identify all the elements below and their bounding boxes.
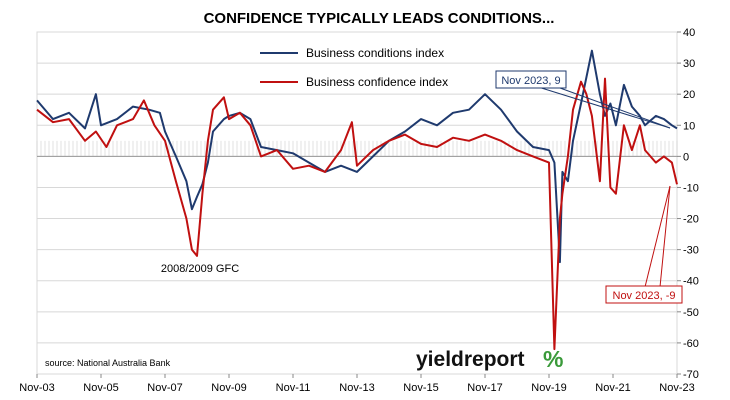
x-tick-label: Nov-15 (403, 382, 438, 394)
y-tick-label: 10 (683, 120, 695, 132)
x-tick-label: Nov-19 (531, 382, 566, 394)
callout-box-conditions (495, 70, 567, 89)
chart-title: CONFIDENCE TYPICALLY LEADS CONDITIONS... (204, 10, 555, 27)
x-tick-label: Nov-11 (276, 382, 311, 394)
legend-label-confidence: Business confidence index (306, 75, 448, 89)
x-tick-label: Nov-17 (467, 382, 502, 394)
callout-conditions: Nov 2023, 9 (495, 70, 671, 129)
y-tick-label: -30 (683, 245, 699, 257)
y-tick-label: -50 (683, 307, 699, 319)
callout-box-confidence (605, 285, 683, 304)
x-tick-label: Nov-05 (83, 382, 118, 394)
x-axis-tick-labels: Nov-03 Nov-05 Nov-07 Nov-09 Nov-11 Nov-13 Nov-… (19, 374, 695, 394)
callout-label-conditions: Nov 2023, 9 (501, 75, 560, 87)
series-line-business-confidence (36, 77, 678, 351)
zero-line-band (36, 140, 678, 157)
callout-leader-conditions (534, 85, 671, 129)
y-tick-label: 20 (683, 89, 695, 101)
legend: Business conditions index Business confi… (260, 46, 448, 89)
y-tick-label: -10 (683, 182, 699, 194)
y-tick-label: -20 (683, 214, 699, 226)
x-tick-label: Nov-23 (659, 382, 694, 394)
logo-wordmark: yieldreport (416, 348, 525, 371)
y-tick-label: 0 (683, 151, 689, 163)
y-tick-label: -40 (683, 276, 699, 288)
x-tick-label: Nov-07 (147, 382, 182, 394)
logo-percent-sign: % (543, 346, 563, 372)
y-tick-label: 30 (683, 58, 695, 70)
x-tick-label: Nov-09 (211, 382, 246, 394)
source-note: source: National Australia Bank (45, 358, 171, 368)
yieldreport-logo: yieldreport % (416, 346, 563, 372)
x-tick-label: Nov-13 (339, 382, 374, 394)
y-tick-label: -70 (683, 369, 699, 381)
x-tick-label: Nov-21 (595, 382, 630, 394)
y-axis-tick-labels: 40 30 20 10 0 -10 -20 -30 -40 -50 -60 -70 (677, 27, 699, 381)
gfc-annotation: 2008/2009 GFC (161, 263, 239, 275)
callout-label-confidence: Nov 2023, -9 (613, 290, 676, 302)
legend-label-conditions: Business conditions index (306, 46, 444, 60)
y-tick-label: -60 (683, 338, 699, 350)
x-tick-label: Nov-03 (19, 382, 54, 394)
callout-leader-confidence (644, 185, 671, 288)
callout-confidence: Nov 2023, -9 (605, 185, 683, 304)
series-lines (36, 49, 678, 351)
y-tick-label: 40 (683, 27, 695, 39)
